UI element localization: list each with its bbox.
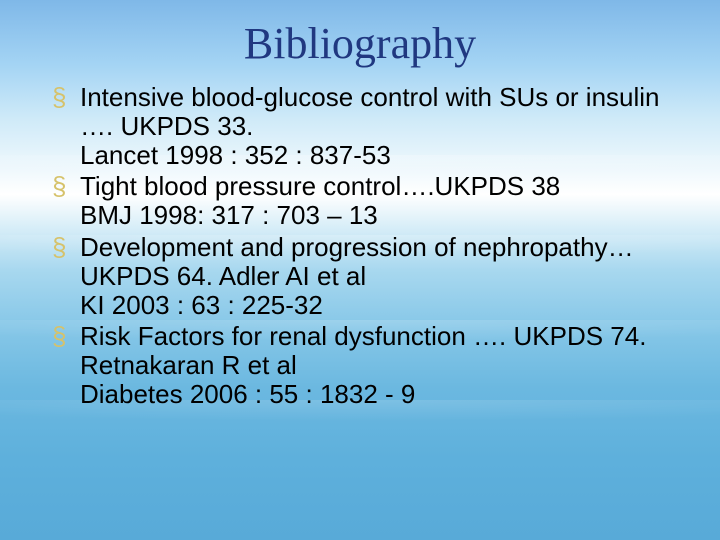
reference-text: Tight blood pressure control….UKPDS 38 <box>80 172 690 201</box>
reference-citation: Lancet 1998 : 352 : 837-53 <box>80 141 690 170</box>
reference-citation: KI 2003 : 63 : 225-32 <box>80 291 690 320</box>
reference-text: Development and progression of nephropat… <box>80 233 690 291</box>
list-item: Risk Factors for renal dysfunction …. UK… <box>58 322 690 409</box>
slide-title: Bibliography <box>30 18 690 69</box>
slide-container: Bibliography Intensive blood-glucose con… <box>0 0 720 540</box>
reference-citation: Diabetes 2006 : 55 : 1832 - 9 <box>80 380 690 409</box>
reference-citation: BMJ 1998: 317 : 703 – 13 <box>80 201 690 230</box>
list-item: Development and progression of nephropat… <box>58 233 690 320</box>
list-item: Intensive blood-glucose control with SUs… <box>58 83 690 170</box>
bibliography-list: Intensive blood-glucose control with SUs… <box>30 83 690 409</box>
reference-text: Risk Factors for renal dysfunction …. UK… <box>80 322 690 380</box>
reference-text: Intensive blood-glucose control with SUs… <box>80 83 690 141</box>
list-item: Tight blood pressure control….UKPDS 38 B… <box>58 172 690 230</box>
